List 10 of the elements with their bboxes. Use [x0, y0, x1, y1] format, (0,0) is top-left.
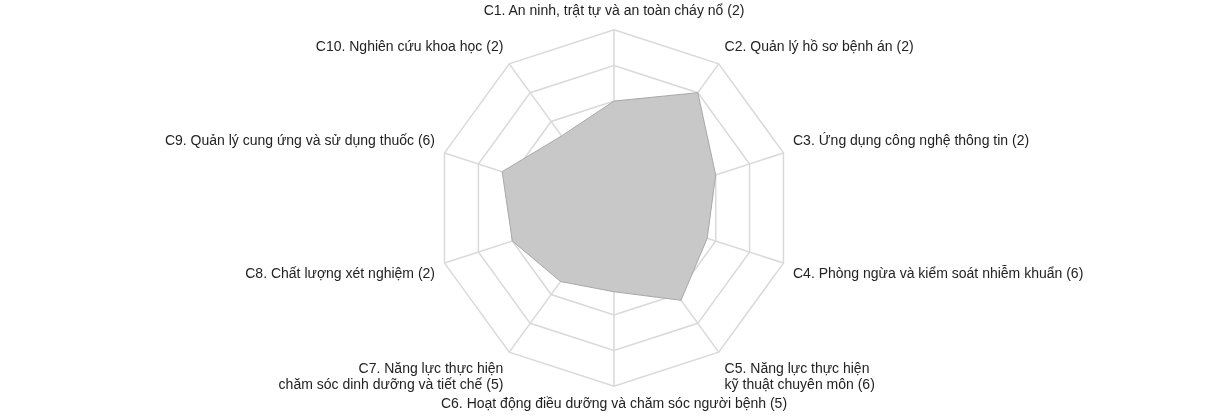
spoke-label: C5. Năng lực thực hiện kỹ thuật chuyên môn (6) [724, 359, 875, 393]
spoke-label: C7. Năng lực thực hiện chăm sóc dinh dưỡng và tiết chế (5) [278, 359, 504, 393]
spoke-label: C8. Chất lượng xét nghiệm (2) [245, 265, 436, 282]
spoke-label: C6. Hoạt động điều dưỡng và chăm sóc người bệnh (5) [440, 395, 788, 412]
spoke-label: C4. Phòng ngừa và kiểm soát nhiễm khuẩn (6) [792, 265, 1084, 282]
spoke-label: C2. Quản lý hồ sơ bệnh án (2) [724, 38, 914, 55]
spoke-label: C1. An ninh, trật tự và an toàn cháy nổ (2) [483, 2, 745, 19]
spoke-label: C10. Nghiên cứu khoa học (2) [315, 38, 504, 55]
spoke-label: C3. Ứng dụng công nghệ thông tin (2) [792, 132, 1030, 149]
spoke-label: C9. Quản lý cung ứng và sử dụng thuốc (6) [164, 132, 436, 149]
